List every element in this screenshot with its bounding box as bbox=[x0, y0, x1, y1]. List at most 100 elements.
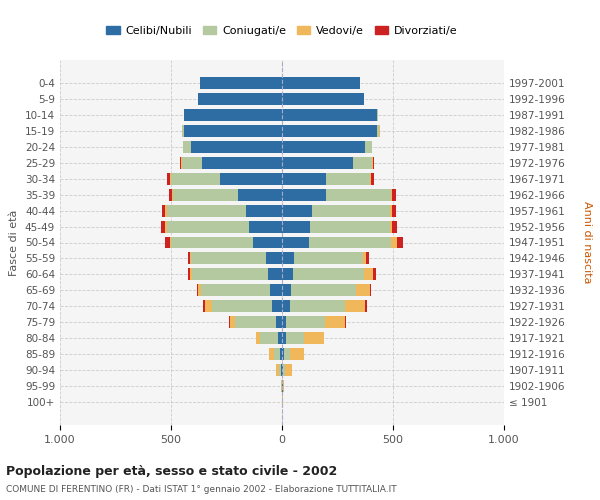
Bar bbox=[372, 156, 373, 168]
Bar bbox=[238, 188, 282, 200]
Bar bbox=[282, 156, 353, 168]
Bar bbox=[392, 188, 397, 200]
Bar bbox=[282, 172, 326, 184]
Bar bbox=[212, 300, 272, 312]
Bar bbox=[282, 300, 290, 312]
Bar bbox=[286, 316, 325, 328]
Bar bbox=[278, 364, 281, 376]
Bar bbox=[371, 172, 374, 184]
Bar bbox=[391, 236, 397, 248]
Bar bbox=[283, 364, 285, 376]
Bar bbox=[220, 172, 282, 184]
Bar bbox=[282, 220, 310, 232]
Bar bbox=[282, 140, 365, 152]
Bar bbox=[274, 348, 280, 360]
Bar bbox=[290, 300, 345, 312]
Bar bbox=[281, 364, 282, 376]
Bar bbox=[166, 220, 167, 232]
Bar bbox=[200, 76, 282, 88]
Bar bbox=[182, 124, 184, 136]
Bar bbox=[389, 220, 392, 232]
Bar bbox=[167, 204, 247, 216]
Bar bbox=[173, 188, 238, 200]
Bar bbox=[197, 92, 282, 104]
Bar bbox=[373, 156, 374, 168]
Bar bbox=[235, 316, 277, 328]
Bar bbox=[345, 316, 346, 328]
Bar bbox=[171, 172, 220, 184]
Bar bbox=[180, 156, 181, 168]
Bar bbox=[167, 220, 249, 232]
Bar bbox=[266, 252, 282, 264]
Bar bbox=[367, 252, 368, 264]
Bar bbox=[363, 252, 367, 264]
Bar bbox=[282, 76, 360, 88]
Bar bbox=[294, 252, 363, 264]
Bar bbox=[260, 332, 278, 344]
Bar bbox=[169, 188, 172, 200]
Bar bbox=[278, 332, 282, 344]
Bar bbox=[282, 188, 326, 200]
Bar bbox=[162, 204, 166, 216]
Bar bbox=[171, 236, 253, 248]
Bar bbox=[270, 284, 282, 296]
Bar bbox=[291, 284, 356, 296]
Bar bbox=[202, 156, 282, 168]
Bar bbox=[188, 268, 190, 280]
Bar bbox=[282, 284, 291, 296]
Bar bbox=[277, 364, 278, 376]
Bar bbox=[182, 156, 202, 168]
Bar bbox=[247, 204, 282, 216]
Y-axis label: Anni di nascita: Anni di nascita bbox=[582, 201, 592, 284]
Bar bbox=[282, 204, 312, 216]
Bar bbox=[293, 268, 364, 280]
Bar bbox=[280, 348, 282, 360]
Bar bbox=[282, 380, 283, 392]
Legend: Celibi/Nubili, Coniugati/e, Vedovi/e, Divorziati/e: Celibi/Nubili, Coniugati/e, Vedovi/e, Di… bbox=[102, 22, 462, 40]
Bar bbox=[167, 172, 170, 184]
Bar bbox=[373, 268, 376, 280]
Bar bbox=[312, 204, 389, 216]
Text: COMUNE DI FERENTINO (FR) - Dati ISTAT 1° gennaio 2002 - Elaborazione TUTTITALIA.: COMUNE DI FERENTINO (FR) - Dati ISTAT 1°… bbox=[6, 485, 397, 494]
Bar bbox=[282, 316, 286, 328]
Bar bbox=[188, 252, 190, 264]
Bar bbox=[326, 172, 370, 184]
Bar bbox=[364, 268, 373, 280]
Bar bbox=[356, 284, 370, 296]
Bar bbox=[181, 156, 182, 168]
Bar bbox=[345, 300, 365, 312]
Bar bbox=[229, 316, 230, 328]
Bar bbox=[191, 252, 266, 264]
Bar bbox=[282, 108, 377, 120]
Bar bbox=[201, 284, 270, 296]
Bar bbox=[184, 108, 282, 120]
Bar bbox=[282, 348, 284, 360]
Bar bbox=[191, 140, 282, 152]
Bar bbox=[183, 140, 191, 152]
Bar bbox=[166, 236, 170, 248]
Bar bbox=[282, 364, 283, 376]
Bar bbox=[282, 268, 293, 280]
Bar bbox=[272, 300, 282, 312]
Bar bbox=[166, 204, 167, 216]
Bar bbox=[392, 220, 397, 232]
Bar bbox=[172, 188, 173, 200]
Text: Popolazione per età, sesso e stato civile - 2002: Popolazione per età, sesso e stato civil… bbox=[6, 465, 337, 478]
Bar bbox=[397, 236, 403, 248]
Bar bbox=[230, 316, 235, 328]
Bar bbox=[197, 284, 201, 296]
Bar bbox=[310, 220, 389, 232]
Bar bbox=[282, 92, 364, 104]
Bar bbox=[391, 188, 392, 200]
Bar bbox=[170, 172, 171, 184]
Bar bbox=[249, 220, 282, 232]
Bar bbox=[277, 316, 282, 328]
Bar bbox=[392, 204, 397, 216]
Bar bbox=[203, 300, 205, 312]
Bar bbox=[283, 380, 284, 392]
Bar bbox=[290, 348, 304, 360]
Bar bbox=[205, 300, 212, 312]
Bar bbox=[282, 236, 308, 248]
Bar bbox=[161, 220, 166, 232]
Bar bbox=[353, 156, 372, 168]
